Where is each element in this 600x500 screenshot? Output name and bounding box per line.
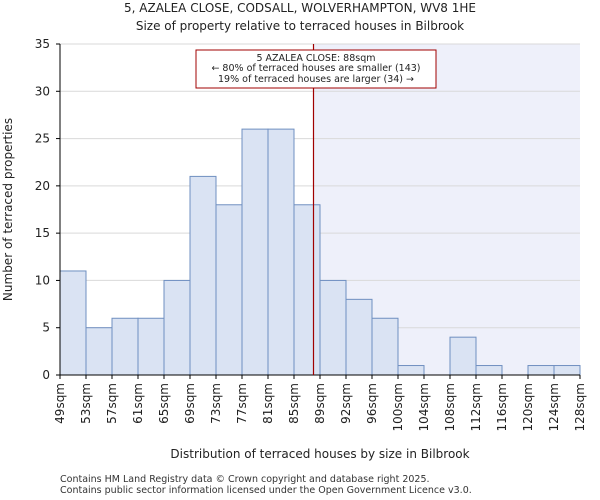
x-tick-label-104sqm: 104sqm	[417, 383, 431, 431]
chart-title: 5, AZALEA CLOSE, CODSALL, WOLVERHAMPTON,…	[124, 1, 476, 15]
bar-53sqm	[85, 327, 113, 376]
y-tick-label-5: 5	[42, 321, 50, 335]
bar-49sqm	[59, 270, 87, 376]
x-tick-label-57sqm: 57sqm	[105, 383, 119, 424]
bar-100sqm	[397, 365, 425, 376]
y-tick-label-25: 25	[35, 132, 50, 146]
bar-89sqm	[319, 279, 347, 376]
x-tick-label-116sqm: 116sqm	[495, 383, 509, 431]
footer-line-1: Contains HM Land Registry data © Crown c…	[60, 474, 430, 485]
bar-61sqm	[137, 317, 165, 376]
bar-81sqm	[267, 128, 295, 376]
x-tick-label-96sqm: 96sqm	[365, 383, 379, 424]
bar-69sqm	[189, 175, 217, 376]
y-tick-label-15: 15	[35, 226, 50, 240]
x-tick-label-92sqm: 92sqm	[339, 383, 353, 424]
x-tick-label-61sqm: 61sqm	[131, 383, 145, 424]
chart-subtitle: Size of property relative to terraced ho…	[135, 19, 465, 33]
x-tick-label-81sqm: 81sqm	[261, 383, 275, 424]
y-axis-title: Number of terraced properties	[1, 118, 15, 301]
x-tick-label-85sqm: 85sqm	[287, 383, 301, 424]
x-tick-label-65sqm: 65sqm	[157, 383, 171, 424]
bar-124sqm	[553, 365, 581, 376]
bar-120sqm	[527, 365, 555, 376]
y-tick-label-20: 20	[35, 179, 50, 193]
bar-77sqm	[241, 128, 269, 376]
annotation-label: 5 AZALEA CLOSE: 88sqm	[256, 53, 375, 64]
bar-112sqm	[475, 365, 503, 376]
x-tick-label-77sqm: 77sqm	[235, 383, 249, 424]
x-tick-label-108sqm: 108sqm	[443, 383, 457, 431]
bar-65sqm	[163, 279, 191, 376]
y-tick-label-0: 0	[42, 368, 50, 382]
footer-line-2: Contains public sector information licen…	[60, 485, 472, 496]
y-tick-label-30: 30	[35, 84, 50, 98]
annotation-line3: 19% of terraced houses are larger (34) →	[218, 74, 414, 85]
x-tick-label-120sqm: 120sqm	[521, 383, 535, 431]
x-tick-label-53sqm: 53sqm	[79, 383, 93, 424]
y-tick-label-35: 35	[35, 37, 50, 51]
bar-92sqm	[345, 298, 373, 376]
bar-57sqm	[111, 317, 139, 376]
x-tick-label-124sqm: 124sqm	[547, 383, 561, 431]
annotation-box	[195, 49, 437, 89]
x-tick-label-128sqm: 128sqm	[573, 383, 587, 431]
x-tick-label-100sqm: 100sqm	[391, 383, 405, 431]
bar-108sqm	[449, 336, 477, 376]
x-tick-label-73sqm: 73sqm	[209, 383, 223, 424]
x-tick-label-112sqm: 112sqm	[469, 383, 483, 431]
bar-85sqm	[293, 204, 321, 376]
bar-73sqm	[215, 204, 243, 376]
x-axis-title: Distribution of terraced houses by size …	[170, 447, 469, 461]
bar-96sqm	[371, 317, 399, 376]
x-tick-label-69sqm: 69sqm	[183, 383, 197, 424]
annotation-line2: ← 80% of terraced houses are smaller (14…	[211, 63, 420, 74]
x-tick-label-49sqm: 49sqm	[53, 383, 67, 424]
x-tick-label-89sqm: 89sqm	[313, 383, 327, 424]
y-tick-label-10: 10	[35, 273, 50, 287]
